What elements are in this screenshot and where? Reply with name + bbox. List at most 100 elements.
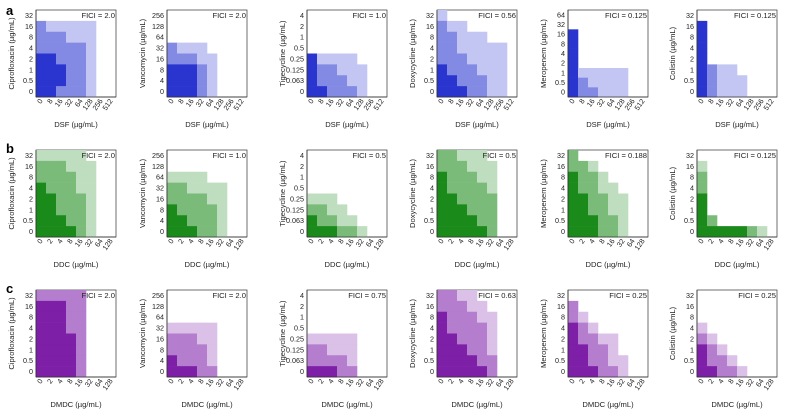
panel-c-1-x-tick: 2 xyxy=(45,377,55,385)
panel-b-4-cell xyxy=(467,193,478,205)
panel-c-1-y-tick: 16 xyxy=(25,302,33,311)
panel-a-6-fici: FICI = 0.125 xyxy=(734,11,776,20)
panel-b-4-cell xyxy=(437,171,448,183)
panel-b-4-cell xyxy=(447,193,458,205)
panel-c-3-cell xyxy=(327,344,338,356)
panel-a-4-cell xyxy=(497,86,508,98)
panel-b-1-y-label: Ciprofloxacin (µg/mL) xyxy=(7,157,16,230)
panel-a-4-cell xyxy=(447,53,458,65)
panel-b-2-cell xyxy=(187,226,198,238)
panel-c-6-y-tick: 16 xyxy=(686,302,694,311)
panel-a-6-y-tick: 1 xyxy=(690,65,694,74)
panel-a-6-x-tick: 0 xyxy=(696,97,706,105)
panel-a-3-y-tick: 0 xyxy=(300,87,304,96)
panel-c-3-cell xyxy=(317,344,328,356)
panel-c-1-cell xyxy=(36,333,47,345)
panel-a-1-y-label: Ciprofloxacin (µg/mL) xyxy=(7,17,16,90)
panel-b-5-y-tick: 32 xyxy=(557,151,565,160)
panel-b-3-y-tick: 0 xyxy=(300,227,304,236)
panel-b-1-cell xyxy=(36,160,47,173)
panel-c-1-cell xyxy=(46,311,57,323)
panel-a-2-y-tick: 4 xyxy=(160,76,164,85)
panel-c-3-x-tick: 16 xyxy=(344,377,356,389)
panel-a-5-cell xyxy=(608,68,619,78)
panel-b-4-cell xyxy=(457,215,468,227)
panel-c-2-cell xyxy=(197,322,208,334)
panel-a-4-cell xyxy=(437,31,448,43)
panel-c-1-cell xyxy=(66,333,77,345)
panel-b-3-y-tick: 4 xyxy=(300,151,304,160)
panel-a-1-x-tick: 512 xyxy=(100,97,114,112)
panel-b-5-cell xyxy=(578,226,589,238)
panel-a-4-cell xyxy=(477,86,488,98)
panel-c-1-y-tick: 0.5 xyxy=(23,356,33,365)
panel-a-5-x-tick: 64 xyxy=(605,97,617,109)
panel-c-3-cell xyxy=(317,366,328,378)
panel-c-4-cell xyxy=(477,333,488,345)
panel-c-1-cell xyxy=(56,366,67,378)
panel-label-b: b xyxy=(6,141,14,156)
panel-a-1-cell xyxy=(76,64,87,76)
panel-a-3-cell xyxy=(357,86,368,98)
panel-c-5-x-tick: 32 xyxy=(615,377,627,389)
panel-a-4-x-tick: 8 xyxy=(446,97,456,105)
panel-a-3-x-tick: 64 xyxy=(344,97,356,109)
panel-a-1-cell xyxy=(46,53,57,65)
panel-c-4-cell xyxy=(467,300,478,313)
panel-c-1-y-tick: 0 xyxy=(29,367,33,376)
panel-b-4-cell xyxy=(457,150,468,162)
panel-b-6-x-tick: 2 xyxy=(706,237,716,245)
panel-b-6-cell xyxy=(727,226,738,238)
panel-a-4-cell xyxy=(477,64,488,76)
panel-a-1-x-tick: 8 xyxy=(45,97,55,105)
panel-b-4-cell xyxy=(437,215,448,227)
panel-a-1-cell xyxy=(46,42,57,54)
panel-b-5-cell xyxy=(578,193,589,205)
panel-b-1-cell xyxy=(86,193,97,205)
panel-c-5-cell xyxy=(588,366,599,378)
panel-b-1-cell xyxy=(66,182,77,194)
panel-a-4-cell xyxy=(457,64,468,76)
panel-a-5-cell xyxy=(598,68,609,78)
panel-c-2-y-tick: 4 xyxy=(160,356,164,365)
panel-b-4-y-tick: 1 xyxy=(430,205,434,214)
panel-b-3-cell xyxy=(357,226,368,238)
panel-b-4-cell xyxy=(447,215,458,227)
panel-b-4-fici: FICI = 0.5 xyxy=(482,151,516,160)
panel-c-5-cell xyxy=(598,355,609,367)
panel-b-3-x-tick: 2 xyxy=(316,237,326,245)
panel-c-6-cell xyxy=(707,333,718,345)
panel-b-1-cell xyxy=(36,204,47,216)
panel-c-3-cell xyxy=(347,333,358,345)
panel-c-1-cell xyxy=(36,344,47,356)
panel-c-4-y-tick: 16 xyxy=(426,302,434,311)
panel-b-2-cell xyxy=(197,182,208,194)
panel-b-4-cell xyxy=(457,182,468,194)
panel-c-1-fici: FICI = 2.0 xyxy=(81,291,115,300)
panel-b-2-y-label: Vancomycin (µg/mL) xyxy=(138,158,147,228)
panel-b-2-cell xyxy=(217,182,228,194)
panel-c-2-y-tick: 0 xyxy=(160,367,164,376)
panel-b-4-y-tick: 0 xyxy=(430,227,434,236)
panel-b-1-cell xyxy=(36,215,47,227)
panel-b-6-y-tick: 8 xyxy=(690,173,694,182)
panel-c-3-cell xyxy=(347,366,358,378)
panel-c-1-y-tick: 8 xyxy=(29,313,33,322)
panel-a-5-cell xyxy=(618,77,629,88)
panel-c-4-cell xyxy=(467,311,478,323)
panel-c-5-cell xyxy=(568,355,579,367)
panel-a-2-cell xyxy=(187,64,198,76)
panel-b-1-cell xyxy=(56,171,67,183)
panel-b-5-cell xyxy=(578,204,589,216)
panel-b-4-cell xyxy=(457,204,468,216)
panel-a-1-cell xyxy=(56,42,67,54)
panel-a-3-x-tick: 512 xyxy=(371,97,385,112)
panel-b-1-x-label: DDC (µg/mL) xyxy=(54,260,99,269)
panel-c-6-cell xyxy=(707,344,718,356)
panel-a-5-cell xyxy=(608,77,619,88)
panel-a-1-fici: FICI = 2.0 xyxy=(81,11,115,20)
panel-b-4-cell xyxy=(447,204,458,216)
panel-b-2-cell xyxy=(187,215,198,227)
panel-b-4-x-tick: 32 xyxy=(484,237,496,249)
panel-c-2-cell xyxy=(207,322,218,334)
